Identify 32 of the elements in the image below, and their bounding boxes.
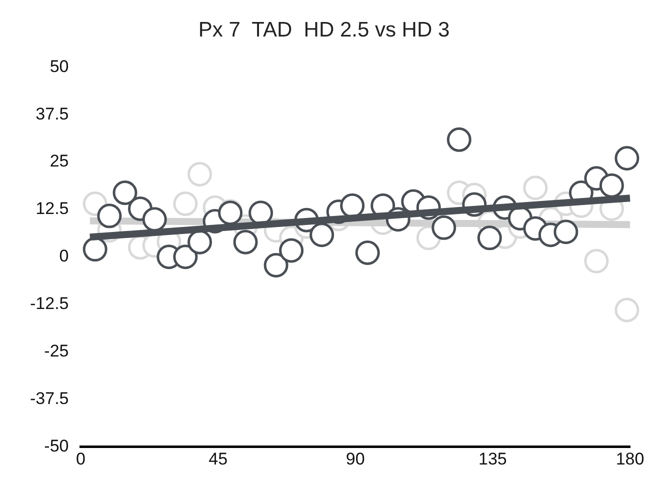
y-tick-label: 12.5: [36, 199, 69, 218]
y-tick-label: 50: [50, 56, 69, 76]
point: [188, 162, 212, 186]
point: [355, 240, 380, 265]
x-tick-label: 90: [346, 449, 365, 468]
point: [477, 226, 502, 250]
point: [554, 220, 578, 244]
y-tick-label: -12.5: [30, 294, 69, 314]
point: [446, 127, 472, 152]
point: [173, 244, 198, 270]
y-tick-label: -50: [44, 436, 69, 456]
point: [310, 222, 334, 248]
point: [233, 230, 258, 254]
point: [97, 204, 122, 228]
y-tick-label: 37.5: [36, 104, 69, 124]
point: [614, 298, 640, 322]
x-tick-label: 180: [616, 449, 644, 468]
point: [432, 215, 456, 240]
point: [614, 146, 640, 171]
y-tick-label: -37.5: [30, 388, 69, 408]
y-tick-label: 25: [50, 152, 69, 171]
point: [173, 192, 198, 216]
x-tick-label: 45: [208, 449, 228, 468]
point: [523, 176, 548, 200]
x-tick-label: 135: [478, 449, 507, 468]
point: [599, 173, 624, 198]
x-tick-label: 0: [76, 449, 86, 468]
point: [279, 238, 304, 263]
chart-title: Px 7 TAD HD 2.5 vs HD 3: [198, 18, 450, 42]
point: [584, 248, 609, 274]
y-tick-label: -25: [44, 341, 69, 360]
y-tick-label: 0: [59, 246, 69, 266]
